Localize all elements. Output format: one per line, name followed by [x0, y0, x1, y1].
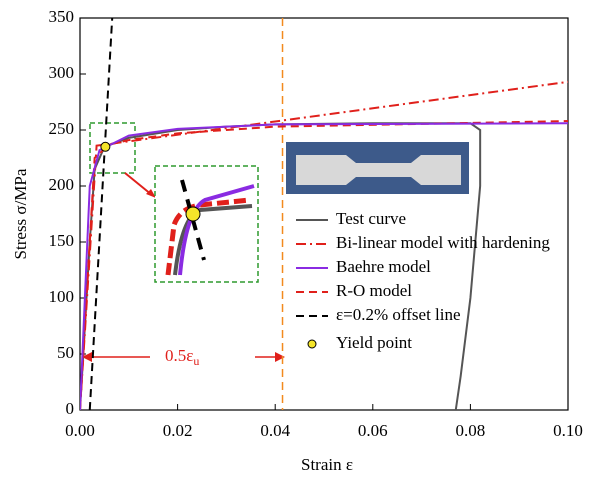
inset-box	[154, 165, 259, 283]
series-line	[80, 80, 568, 410]
span-label: 0.5εu	[165, 346, 199, 368]
y-tick-label: 250	[49, 119, 75, 138]
series-line	[80, 122, 568, 410]
y-tick-label: 150	[49, 231, 75, 250]
span-text: 0.5ε	[165, 346, 193, 365]
legend-label: Bi-linear model with hardening	[336, 233, 550, 252]
arrow-head	[275, 352, 285, 362]
y-tick-label: 100	[49, 287, 75, 306]
legend-marker	[307, 339, 317, 349]
inset-yield	[185, 206, 201, 222]
x-tick-label: 0.10	[553, 421, 583, 440]
legend-label: ε=0.2% offset line	[336, 305, 461, 324]
inset-curve	[173, 204, 253, 276]
legend-label: Yield point	[336, 333, 412, 352]
legend-label: Baehre model	[336, 257, 431, 276]
legend-label: R-O model	[336, 281, 412, 300]
specimen	[296, 155, 461, 185]
legend-label: Test curve	[336, 209, 406, 228]
series-line	[88, 18, 114, 410]
zoom-arrow	[124, 172, 153, 196]
x-tick-label: 0.08	[456, 421, 486, 440]
plot-frame	[79, 17, 569, 411]
y-tick-label: 350	[49, 7, 75, 26]
zoom-box	[89, 122, 136, 174]
yield-point	[100, 141, 111, 152]
y-axis-label: Stress σ/MPa	[11, 168, 30, 259]
arrow-head	[146, 189, 156, 198]
span-subscript: u	[193, 354, 199, 368]
x-tick-label: 0.00	[65, 421, 95, 440]
arrow-head	[82, 352, 92, 362]
x-axis-label: Strain ε	[301, 455, 353, 474]
y-tick-label: 50	[57, 343, 74, 362]
series-line	[80, 120, 568, 410]
x-tick-label: 0.02	[163, 421, 193, 440]
y-tick-label: 0	[66, 399, 75, 418]
x-tick-label: 0.06	[358, 421, 388, 440]
x-tick-label: 0.04	[260, 421, 290, 440]
decorations	[79, 17, 569, 411]
plot-area	[80, 18, 568, 410]
y-tick-label: 200	[49, 175, 75, 194]
y-tick-label: 300	[49, 63, 75, 82]
